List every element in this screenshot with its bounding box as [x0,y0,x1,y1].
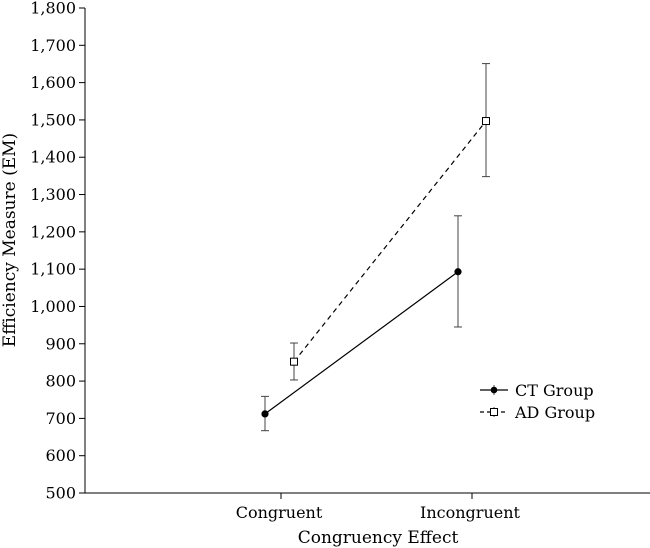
y-tick-label: 1,300 [30,185,76,204]
legend-marker [490,386,498,394]
data-point [482,117,490,126]
data-point [261,410,269,418]
series-layer [261,63,490,432]
series-line [293,120,487,363]
y-tick-label: 900 [45,334,76,353]
y-tick-label: 1,100 [30,260,76,279]
data-point [290,357,298,366]
legend-item: CT Group [480,381,594,400]
y-tick-label: 1,500 [30,110,76,129]
y-tick-label: 600 [45,446,76,465]
y-tick-label: 700 [45,409,76,428]
y-tick-label: 1,200 [30,222,76,241]
legend-label: CT Group [515,381,594,400]
y-tick-label: 1,800 [30,0,76,18]
y-tick-label: 1,400 [30,148,76,167]
legend: CT Group AD Group [480,381,595,422]
legend-label: AD Group [514,403,595,422]
y-tick-label: 1,700 [30,36,76,55]
legend-item: AD Group [480,403,595,422]
y-axis-title: Efficiency Measure (EM) [0,133,20,347]
x-tick-label: Congruent [236,503,323,522]
x-axis-ticks: Congruent Incongruent [236,493,521,522]
y-tick-label: 1,600 [30,73,76,92]
axes [84,8,650,494]
y-axis-ticks: 500 600 700 800 900 1,000 1,100 1,200 1,300 1,400… [30,0,85,503]
y-tick-label: 500 [45,484,76,503]
x-axis-title: Congruency Effect [298,528,459,548]
y-tick-label: 800 [45,372,76,391]
x-tick-label: Incongruent [420,503,520,522]
legend-marker [490,408,498,416]
data-point [454,268,462,276]
series-ct-group [261,215,462,432]
series-ad-group [290,63,490,381]
series-line [264,271,459,415]
y-tick-label: 1,000 [30,297,76,316]
